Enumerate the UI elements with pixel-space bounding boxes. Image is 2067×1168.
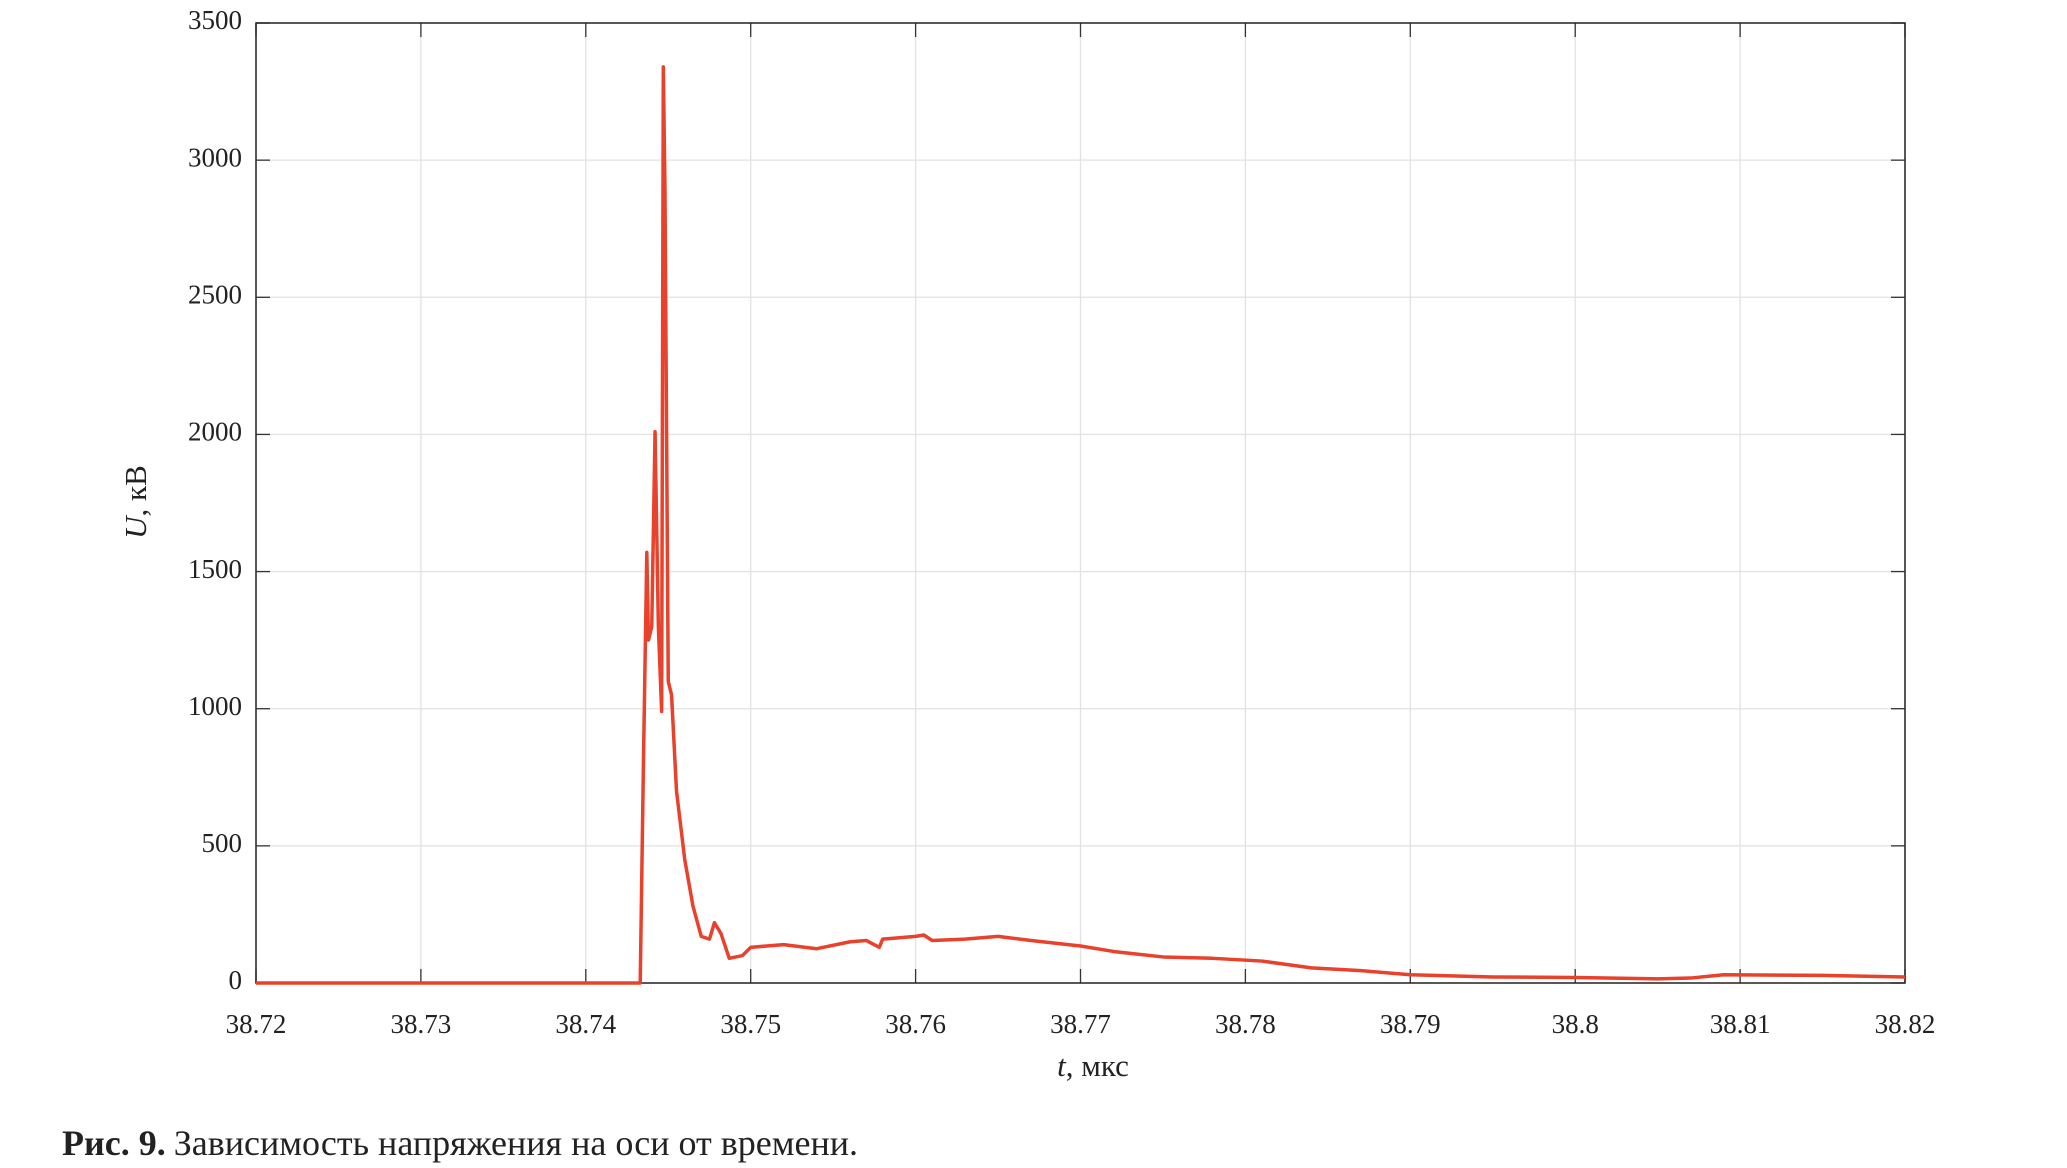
x-axis-label: t, мкс <box>1057 1048 1129 1083</box>
x-label-unit: , мкс <box>1066 1048 1129 1083</box>
x-tick-label: 38.8 <box>1552 1009 1599 1039</box>
x-tick-label: 38.75 <box>720 1009 781 1039</box>
y-tick-label: 500 <box>202 828 243 858</box>
caption: Рис. 9. Зависимость напряжения на оси от … <box>62 1123 858 1163</box>
x-tick-label: 38.77 <box>1050 1009 1111 1039</box>
x-tick-label: 38.81 <box>1710 1009 1771 1039</box>
x-tick-label: 38.76 <box>885 1009 946 1039</box>
x-tick-label: 38.72 <box>226 1009 287 1039</box>
y-tick-label: 1000 <box>188 691 242 721</box>
caption-label: Рис. 9. <box>62 1123 166 1163</box>
y-tick-label: 3500 <box>188 5 242 35</box>
data-line <box>256 65 1906 985</box>
y-axis-label: U, кВ <box>118 465 153 539</box>
caption-text: Зависимость напряжения на оси от времени… <box>174 1123 858 1163</box>
y-label-unit: , кВ <box>118 465 153 516</box>
y-tick-label: 2500 <box>188 279 242 309</box>
x-tick-label: 38.73 <box>391 1009 452 1039</box>
x-tick-label: 38.82 <box>1875 1009 1936 1039</box>
y-tick-label: 3000 <box>188 142 242 172</box>
y-tick-label: 1500 <box>188 554 242 584</box>
x-tick-label: 38.79 <box>1380 1009 1441 1039</box>
y-tick-label: 0 <box>229 965 243 995</box>
x-tick-label: 38.74 <box>555 1009 616 1039</box>
plot-frame <box>255 22 1906 984</box>
y-label-symbol: U <box>118 514 153 539</box>
y-tick-label: 2000 <box>188 417 242 447</box>
x-tick-label: 38.78 <box>1215 1009 1276 1039</box>
x-label-symbol: t <box>1057 1048 1067 1083</box>
